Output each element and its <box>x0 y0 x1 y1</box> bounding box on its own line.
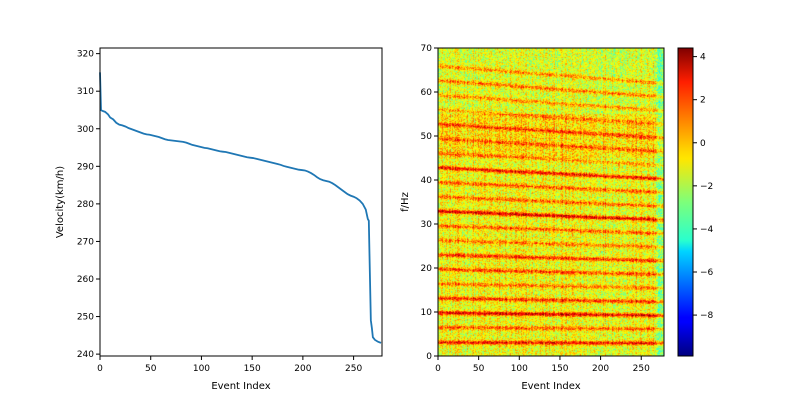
spectrogram-x-tick-label: 50 <box>473 364 485 374</box>
velocity-plot-area <box>100 48 382 356</box>
velocity-y-tick-label: 300 <box>77 125 94 135</box>
spectrogram-y-tick-label: 70 <box>421 44 433 54</box>
velocity-line-chart: 0 50 100 150 200 250 240 250 260 270 280 290 300 310… <box>55 47 383 392</box>
spectrogram-x-tick-label: 100 <box>511 364 528 374</box>
colorbar-tick-label: 2 <box>700 96 706 106</box>
velocity-series-line <box>99 72 382 344</box>
velocity-x-ticks: 0 50 100 150 200 250 <box>97 356 362 374</box>
velocity-y-tick-label: 240 <box>77 350 94 360</box>
velocity-y-tick-label: 310 <box>77 87 94 97</box>
spectrogram-x-tick-label: 200 <box>592 364 609 374</box>
velocity-y-tick-label: 320 <box>77 50 94 60</box>
spectrogram-plot-frame <box>437 47 665 357</box>
spectrogram-x-tick-label: 150 <box>551 364 568 374</box>
spectrogram-x-ticks: 0 50 100 150 200 250 <box>435 356 650 374</box>
spectrogram-x-tick-label: 0 <box>435 364 441 374</box>
velocity-x-tick-label: 150 <box>244 364 261 374</box>
colorbar-tick-label: −4 <box>700 225 714 235</box>
velocity-y-tick-label: 290 <box>77 162 94 172</box>
spectrogram-image <box>438 48 664 356</box>
spectrogram-heatmap: 0 50 100 150 200 250 0 10 20 30 40 50 60 70 Event In… <box>400 44 665 392</box>
velocity-x-axis-label: Event Index <box>211 381 270 392</box>
spectrogram-x-tick-label: 250 <box>633 364 650 374</box>
velocity-y-tick-label: 270 <box>77 237 94 247</box>
spectrogram-y-tick-label: 40 <box>421 176 433 186</box>
spectrogram-y-tick-label: 50 <box>421 132 433 142</box>
colorbar: 4 2 0 −2 −4 −6 −8 <box>677 47 714 357</box>
colorbar-tick-label: 0 <box>700 139 706 149</box>
velocity-y-tick-label: 260 <box>77 275 94 285</box>
spectrogram-y-tick-label: 20 <box>421 264 433 274</box>
spectrogram-y-tick-label: 10 <box>421 308 433 318</box>
spectrogram-x-axis-label: Event Index <box>521 381 580 392</box>
velocity-y-tick-label: 250 <box>77 313 94 323</box>
velocity-y-axis-label: Velocity(km/h) <box>55 166 66 238</box>
colorbar-tick-label: −8 <box>700 311 714 321</box>
velocity-x-tick-label: 0 <box>97 364 103 374</box>
velocity-x-tick-label: 100 <box>193 364 210 374</box>
spectrogram-y-tick-label: 60 <box>421 88 433 98</box>
colorbar-tick-label: 4 <box>700 53 706 63</box>
velocity-x-tick-label: 50 <box>145 364 157 374</box>
colorbar-tick-label: −6 <box>700 268 714 278</box>
spectrogram-y-tick-label: 0 <box>426 352 432 362</box>
velocity-y-tick-label: 280 <box>77 200 94 210</box>
colorbar-tick-label: −2 <box>700 182 713 192</box>
colorbar-gradient <box>677 47 694 357</box>
velocity-plot-frame <box>99 47 383 357</box>
velocity-x-tick-label: 250 <box>345 364 362 374</box>
velocity-y-ticks: 240 250 260 270 280 290 300 310 320 <box>77 50 100 360</box>
spectrogram-y-axis-label: f/Hz <box>400 192 411 212</box>
spectrogram-y-ticks: 0 10 20 30 40 50 60 70 <box>421 44 438 362</box>
colorbar-ticks: 4 2 0 −2 −4 −6 −8 <box>693 53 714 321</box>
spectrogram-y-tick-label: 30 <box>421 220 433 230</box>
velocity-x-tick-label: 200 <box>294 364 311 374</box>
